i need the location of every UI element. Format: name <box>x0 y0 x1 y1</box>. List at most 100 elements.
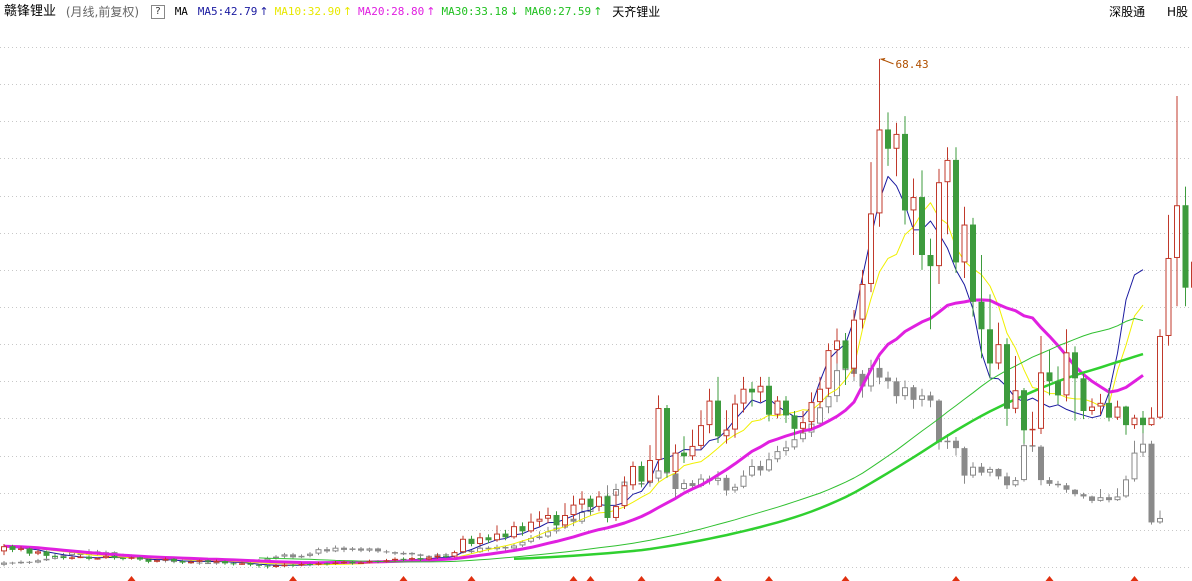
candle <box>43 550 50 559</box>
candle <box>1157 329 1163 420</box>
candle-body <box>1182 205 1189 288</box>
candle-body <box>817 388 823 403</box>
candle-body <box>298 564 305 566</box>
candle <box>562 503 568 528</box>
ma-legend-item[interactable]: MA60:27.59 ↑ <box>525 0 602 24</box>
candle-body <box>808 402 815 423</box>
candle <box>35 549 41 556</box>
candle <box>1148 407 1155 426</box>
candle-body <box>409 552 415 555</box>
candle-body <box>630 465 636 486</box>
candle-body <box>1114 406 1121 418</box>
candle <box>995 322 1002 370</box>
candle <box>94 557 101 560</box>
candle-body <box>18 561 24 564</box>
arrow-up-icon: ↑ <box>593 5 603 18</box>
compare-candle <box>902 380 908 400</box>
compare-candle <box>740 470 747 489</box>
candle-body <box>26 561 33 563</box>
candle-body <box>196 560 203 562</box>
candle-body <box>1046 372 1053 382</box>
candle-body <box>842 340 849 369</box>
candle-body <box>188 561 194 564</box>
candle-body <box>545 515 551 519</box>
chart-header: 赣锋锂业 (月线,前复权) ? MA MA5:42.79 ↑ MA10:32.90 ↑… <box>0 0 1192 24</box>
candlestick-chart[interactable]: 68.43 <box>0 24 1192 581</box>
ma-legend-item[interactable]: MA30:33.18 ↓ <box>442 0 519 24</box>
h-share-link[interactable]: H股 <box>1166 5 1188 19</box>
candle-body <box>927 255 934 267</box>
candle <box>1123 405 1129 435</box>
help-button[interactable]: ? <box>150 5 165 19</box>
candle <box>596 491 602 512</box>
candle <box>502 529 509 541</box>
compare-candle <box>783 440 789 456</box>
candle-body <box>536 518 543 522</box>
candle-body <box>723 477 730 491</box>
hk-connect-link[interactable]: 深股通 <box>1109 5 1146 19</box>
candle-body <box>944 440 951 443</box>
candle-body <box>579 498 585 505</box>
candle-body <box>655 408 662 461</box>
candle-body <box>35 560 41 563</box>
candle-body <box>1148 443 1155 523</box>
candle-body <box>562 515 568 526</box>
candle <box>630 461 636 490</box>
candle-body <box>409 558 415 560</box>
candle-body <box>366 548 373 551</box>
candle-body <box>834 340 840 351</box>
candle-body <box>800 432 806 440</box>
event-marker-icon <box>127 576 136 581</box>
candle-body <box>672 452 679 472</box>
candle-body <box>1131 452 1138 480</box>
ma-indicator-label[interactable]: MA <box>174 5 188 18</box>
compare-candle <box>485 546 492 552</box>
candle-body <box>281 554 288 557</box>
compare-candle <box>1131 440 1138 482</box>
compare-candle <box>749 459 755 478</box>
candle <box>213 559 220 563</box>
candle <box>154 559 160 563</box>
candle <box>256 564 262 568</box>
candle-body <box>927 395 934 401</box>
candle-body <box>349 561 356 564</box>
candle <box>876 58 883 227</box>
candle-body <box>613 506 619 518</box>
candle <box>970 217 976 317</box>
ma-legend-item[interactable]: MA10:32.90 ↑ <box>275 0 352 24</box>
candle-body <box>851 319 857 369</box>
stock-name[interactable]: 赣锋锂业 <box>4 4 57 19</box>
candle-body <box>1148 417 1155 426</box>
ma-legend-item[interactable]: MA5:42.79 ↑ <box>198 0 269 24</box>
candle-body <box>417 558 424 560</box>
candle-body <box>307 553 313 556</box>
candle-body <box>1021 445 1027 481</box>
candle <box>621 476 628 510</box>
candle-body <box>995 344 1002 364</box>
candle-body <box>247 563 254 565</box>
candle-body <box>485 537 492 541</box>
compare-candle <box>392 551 398 556</box>
related-stock-link[interactable]: 天齐锂业 <box>612 5 661 19</box>
candle-body <box>468 550 475 553</box>
candle-body <box>902 387 908 397</box>
ma-legend-value: MA30:33.18 <box>441 5 508 18</box>
chart-period-label[interactable]: (月线,前复权) <box>65 5 140 19</box>
candle <box>604 494 611 523</box>
candle-body <box>383 551 390 553</box>
candle-body <box>987 329 993 364</box>
candle-body <box>715 400 721 437</box>
candle <box>834 328 840 364</box>
candle <box>307 563 313 567</box>
candle <box>69 555 75 560</box>
candle-body <box>511 545 517 549</box>
candle <box>953 147 959 273</box>
compare-candle <box>545 526 551 539</box>
candle <box>936 168 942 284</box>
ma-legend-item[interactable]: MA20:28.80 ↑ <box>358 0 435 24</box>
candle-body <box>196 562 203 564</box>
candle-body <box>94 558 101 560</box>
candle-body <box>273 565 279 568</box>
compare-candle <box>26 561 33 565</box>
candle-body <box>749 465 755 476</box>
